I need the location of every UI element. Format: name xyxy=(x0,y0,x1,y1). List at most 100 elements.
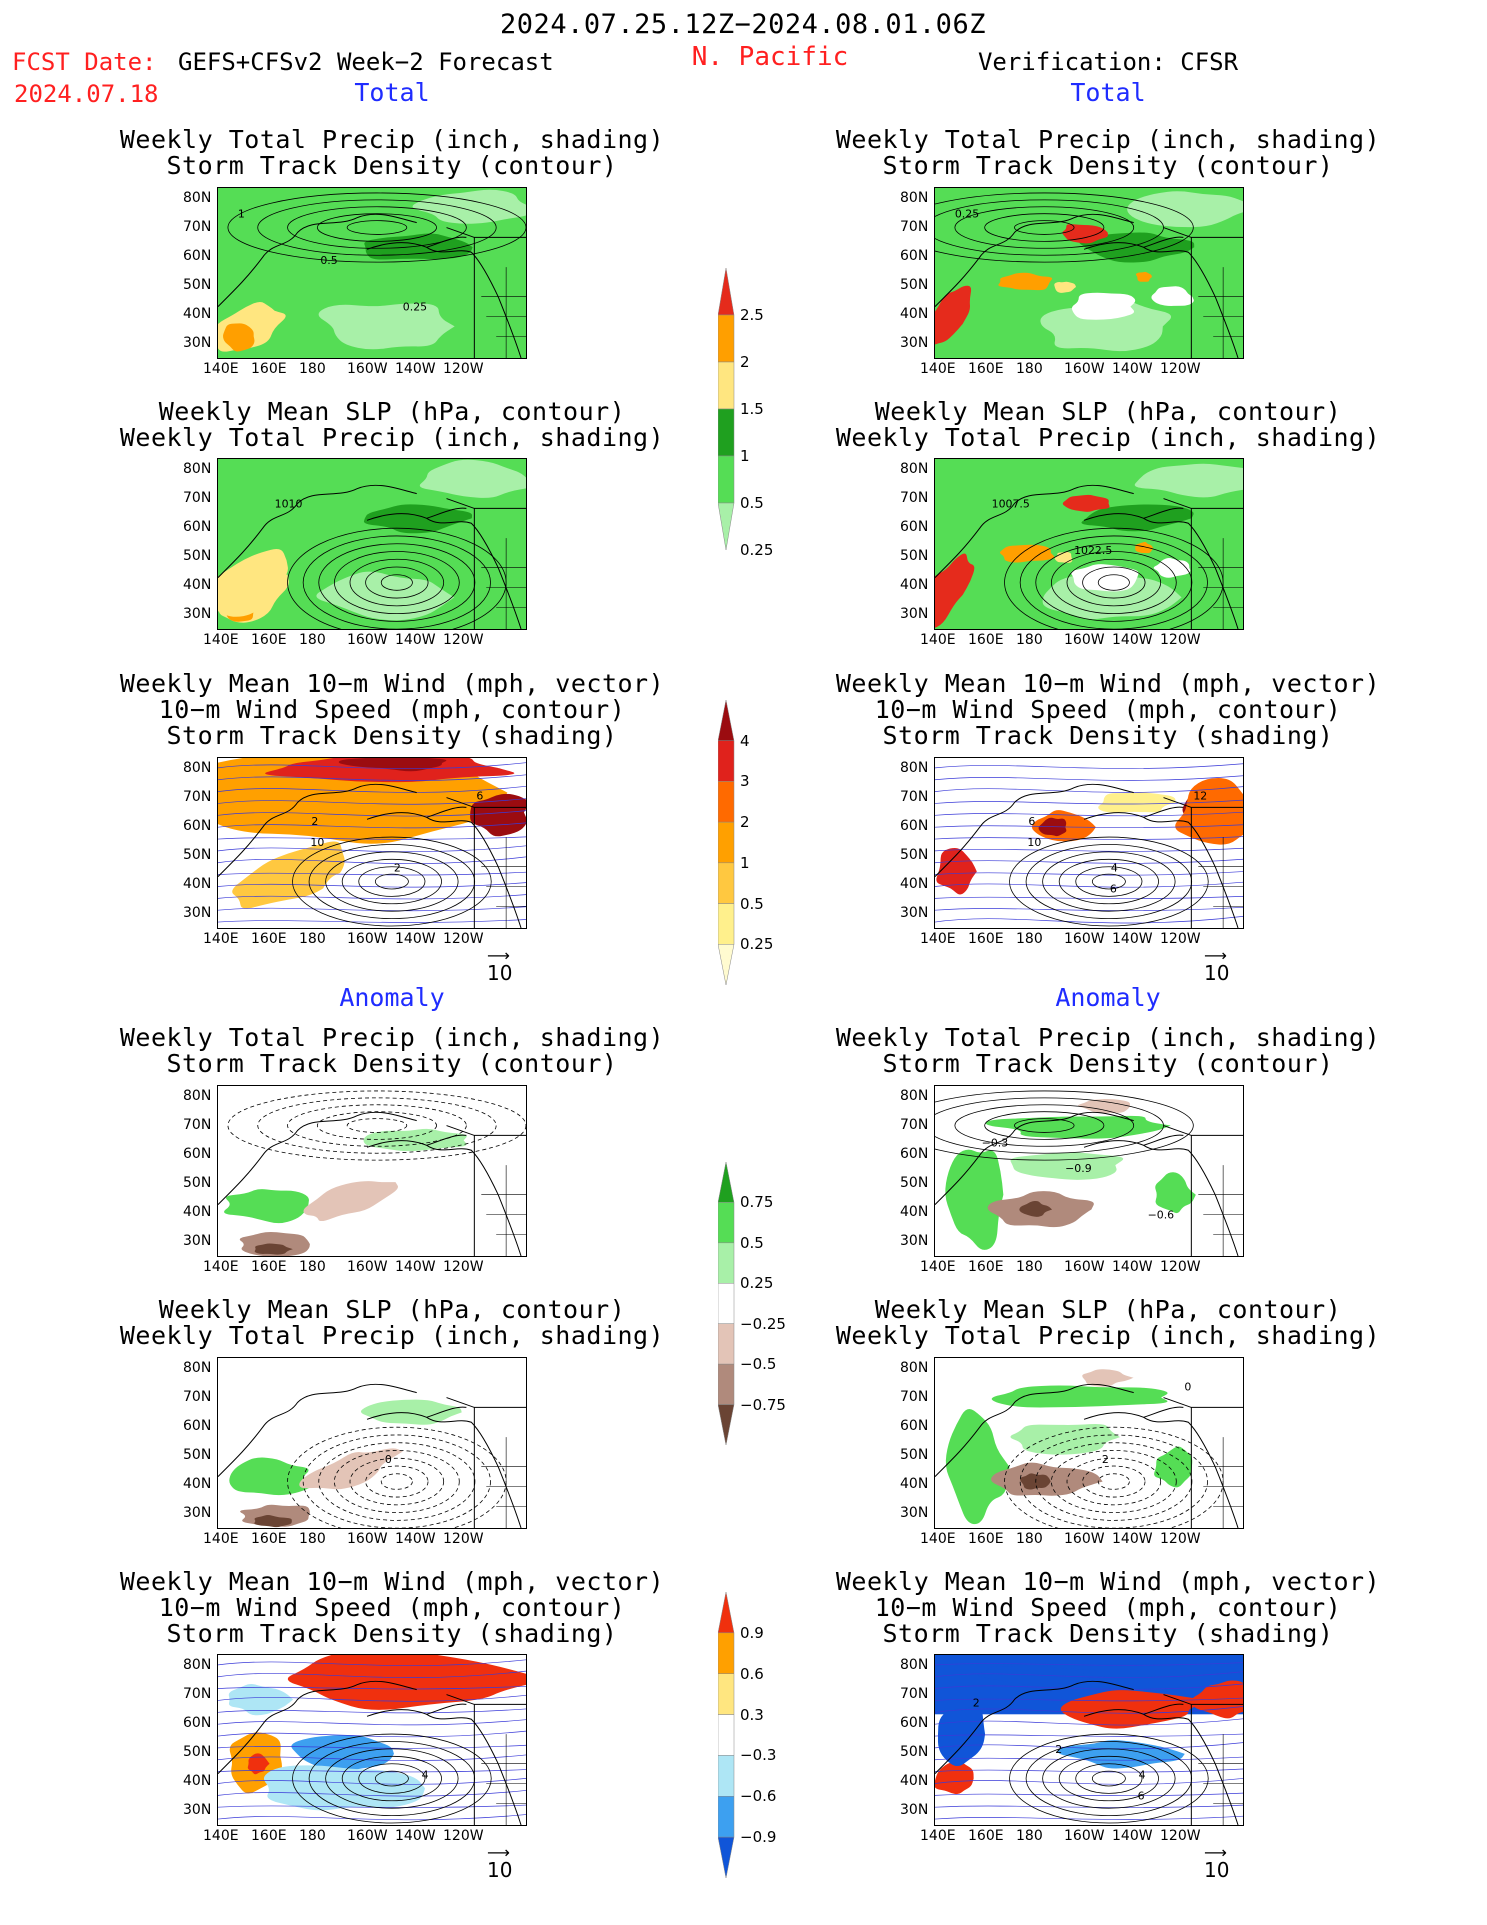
storm-track-contours xyxy=(227,192,527,263)
colorbar-precip-total xyxy=(718,268,735,551)
contour-label-text: 2 xyxy=(1055,1743,1062,1756)
na-coastline xyxy=(1143,816,1239,929)
negative-storm-anomaly xyxy=(977,1666,1091,1686)
lat-tick-label: 70N xyxy=(183,490,212,506)
lon-tick-label: 160W xyxy=(1064,1259,1105,1275)
panel-title-line: Weekly Mean 10−m Wind (mph, vector) xyxy=(835,669,1381,698)
reference-vector-value: 10 xyxy=(487,961,513,985)
lon-tick-label: 140E xyxy=(203,361,239,377)
lon-tick-label: 160W xyxy=(1064,361,1105,377)
strong-negative-anomaly xyxy=(1019,1200,1053,1217)
contour-label: 12 xyxy=(1193,790,1207,803)
lon-tick-label: 140E xyxy=(203,1828,239,1844)
reference-arrow-icon: ⟶ xyxy=(487,946,510,965)
lon-tick-label: 140W xyxy=(1112,931,1153,947)
contour-label-text: 4 xyxy=(1139,1769,1146,1782)
lat-tick-label: 80N xyxy=(900,1657,929,1673)
contour-label: 6 xyxy=(476,790,483,803)
contour-label-text: −0.9 xyxy=(1065,1162,1092,1175)
lat-tick-label: 40N xyxy=(183,1204,212,1220)
lon-tick-label: 180 xyxy=(299,931,326,947)
contour-label-text: 2 xyxy=(311,815,318,828)
lat-tick-label: 70N xyxy=(183,219,212,235)
lon-tick-label: 140E xyxy=(920,1531,956,1547)
negative-storm-anomaly xyxy=(291,1734,394,1774)
contour-label: 0 xyxy=(1184,1381,1191,1394)
lat-tick-label: 50N xyxy=(900,847,929,863)
contour-line xyxy=(349,1457,445,1506)
positive-storm-anomaly xyxy=(934,1761,974,1795)
lat-tick-label: 70N xyxy=(900,1117,929,1133)
coastlines xyxy=(934,484,1243,630)
lon-tick-label: 140W xyxy=(395,1531,436,1547)
contour-label-text: 2 xyxy=(973,1696,980,1709)
lon-tick-label: 140E xyxy=(203,632,239,648)
colorbar-segment xyxy=(718,740,735,782)
lat-tick-label: 60N xyxy=(900,818,929,834)
wind-vector-line xyxy=(217,1769,527,1773)
contour-label: −0.3 xyxy=(982,1136,1009,1149)
reference-arrow-icon: ⟶ xyxy=(487,1843,510,1862)
positive-precip-anomaly xyxy=(1154,1446,1193,1488)
asia-coastline xyxy=(217,1383,417,1477)
lat-tick-label: 80N xyxy=(900,461,929,477)
contour-label: 2 xyxy=(394,862,401,875)
storm-density-max xyxy=(338,755,447,772)
contour-label: 10 xyxy=(1027,836,1041,849)
dry-area xyxy=(1151,286,1194,306)
state-lines xyxy=(481,1437,526,1528)
contour-line xyxy=(984,213,1105,242)
lon-tick-label: 160E xyxy=(251,1828,287,1844)
lat-tick-label: 60N xyxy=(183,1146,212,1162)
colorbar-segment xyxy=(718,361,735,410)
negative-precip-anomaly xyxy=(303,1181,398,1222)
negative-storm-anomaly xyxy=(937,1706,986,1767)
contour-line xyxy=(374,1770,409,1787)
contour-label: 1007.5 xyxy=(992,497,1030,510)
lat-tick-label: 30N xyxy=(900,1505,929,1521)
lon-tick-label: 180 xyxy=(1016,1531,1043,1547)
contour-label: 0 xyxy=(385,1453,392,1466)
contour-line xyxy=(380,1473,413,1490)
asia-coastline xyxy=(934,1680,1134,1774)
positive-precip-anomaly xyxy=(945,1409,1010,1525)
na-coastline xyxy=(426,1144,522,1257)
reference-vector: ⟶ 10 xyxy=(1204,948,1229,986)
lat-tick-label: 50N xyxy=(183,847,212,863)
lon-tick-label: 160E xyxy=(968,1259,1004,1275)
colorbar-segment xyxy=(718,455,735,504)
forecast-anomaly-precip-map xyxy=(217,1085,527,1257)
lon-tick-label: 180 xyxy=(299,1259,326,1275)
lon-tick-label: 180 xyxy=(1016,632,1043,648)
contour-label-text: 4 xyxy=(1111,862,1118,875)
lat-tick-label: 80N xyxy=(183,760,212,776)
negative-precip-anomaly xyxy=(299,1448,403,1490)
lat-tick-label: 60N xyxy=(900,248,929,264)
anomaly-shading-base xyxy=(218,1358,526,1528)
storm-density-high xyxy=(936,848,977,895)
lat-tick-label: 80N xyxy=(183,1360,212,1376)
lat-tick-label: 50N xyxy=(183,277,212,293)
lon-tick-label: 160E xyxy=(251,1259,287,1275)
contour-line xyxy=(374,873,409,890)
colorbar-segment xyxy=(718,1283,735,1324)
storm-free-area xyxy=(312,865,503,928)
colorbar-label: 0.75 xyxy=(740,1193,774,1212)
colorbar-label: 0.25 xyxy=(740,541,774,559)
lat-tick-label: 30N xyxy=(183,1505,212,1521)
negative-precip-anomaly xyxy=(1082,1369,1134,1387)
colorbar-label: 0.3 xyxy=(740,1705,764,1724)
na-coastline xyxy=(426,246,522,359)
forecast-total-slp-map: 1010 xyxy=(207,458,532,638)
positive-precip-anomaly xyxy=(229,1457,312,1496)
colorbar-segment xyxy=(718,408,735,457)
lat-tick-label: 30N xyxy=(183,335,212,351)
wind-vector-line xyxy=(217,1804,527,1808)
lon-tick-label: 180 xyxy=(1016,1259,1043,1275)
state-lines xyxy=(481,1165,526,1256)
strong-negative-anomaly xyxy=(254,1243,293,1255)
coastlines xyxy=(934,1111,1243,1257)
lat-tick-label: 60N xyxy=(183,818,212,834)
section-total-verification: Total xyxy=(1070,78,1146,107)
heavy-precip-band xyxy=(364,233,473,260)
